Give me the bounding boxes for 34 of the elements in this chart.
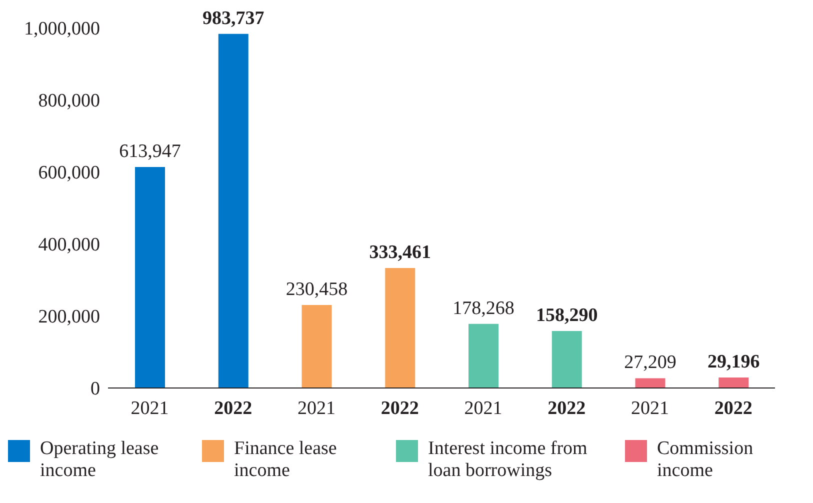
bar — [135, 166, 165, 388]
bar — [385, 268, 416, 388]
x-tick-label: 2021 — [464, 398, 502, 419]
x-tick-label: 2022 — [548, 398, 586, 419]
x-tick-label: 2022 — [214, 398, 252, 419]
bar — [552, 331, 582, 388]
y-tick-label: 1,000,000 — [24, 18, 100, 40]
bar — [302, 305, 332, 388]
y-tick-label: 800,000 — [38, 90, 100, 112]
x-tick-label: 2022 — [380, 398, 419, 419]
bar — [635, 378, 666, 388]
y-tick-label: 0 — [90, 378, 100, 400]
legend-label: Interest income from loan borrowings — [428, 438, 588, 482]
data-label: 230,458 — [286, 279, 348, 300]
data-label: 613,947 — [119, 140, 181, 162]
x-tick-label: 2022 — [714, 398, 752, 419]
y-tick-label: 400,000 — [38, 234, 100, 256]
x-tick-label: 2021 — [297, 398, 336, 419]
data-label: 333,461 — [369, 242, 431, 263]
bar — [218, 34, 248, 388]
y-tick-label: 200,000 — [38, 306, 100, 328]
data-label: 29,196 — [708, 351, 760, 372]
legend-label: Finance lease income — [234, 438, 338, 482]
data-label: 158,290 — [536, 305, 598, 326]
bar — [718, 377, 749, 388]
x-tick-label: 2021 — [630, 398, 669, 419]
data-label: 983,737 — [202, 8, 265, 29]
bar — [468, 324, 498, 388]
data-label: 178,268 — [452, 298, 514, 319]
legend-label: Operating lease income — [40, 438, 160, 482]
data-label: 27,209 — [624, 352, 676, 374]
y-tick-label: 600,000 — [38, 162, 100, 184]
legend-label: Commission income — [657, 438, 754, 482]
x-tick-label: 2021 — [130, 398, 169, 419]
